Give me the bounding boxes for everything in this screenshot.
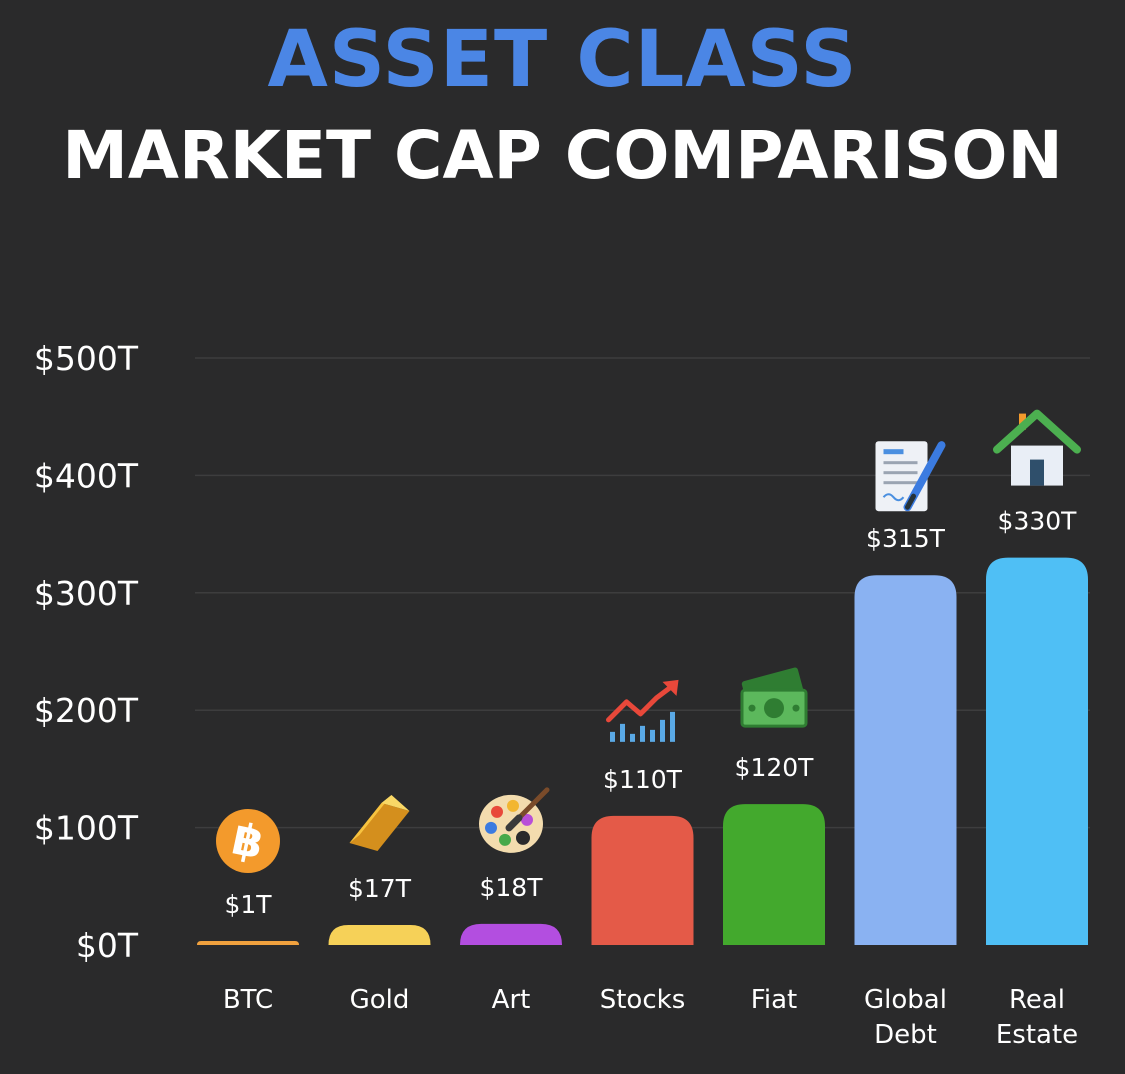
paint-dot [521,813,533,826]
category-label-gold: Gold [350,985,410,1015]
category-label-fiat: Fiat [751,985,797,1015]
stock-chart-arrowhead [662,679,679,696]
stock-chart-bar [650,729,655,742]
paint-palette-icon [479,787,550,853]
bitcoin-icon: ฿ [216,809,280,873]
bitcoin-coin [216,809,280,873]
stock-chart-bar [610,731,615,742]
money-bill-dot [748,704,756,712]
gold-bar-top [349,795,392,844]
money-bill-dot [792,704,800,712]
document-line [883,449,904,455]
y-tick-label: $400T [34,456,139,495]
x-axis-category-labels: BTC Gold Art Stocks Fiat Global Debt Real Estate [223,985,1078,1050]
document-line [883,481,918,485]
y-tick-label: $500T [34,339,139,378]
gold-bar-end [381,795,410,812]
value-label-fiat: $120T [735,753,815,782]
category-icons: ฿ [216,409,1081,873]
document-line [883,461,918,465]
value-label-real-estate: $330T [998,507,1078,536]
category-label-stocks: Stocks [600,985,686,1015]
value-label-art: $18T [480,873,544,902]
category-label-real-estate: Estate [996,1020,1078,1050]
bar-btc [197,941,299,945]
stock-chart-bar [670,711,675,742]
bar-global-debt [854,575,957,945]
brush-tip [505,814,523,832]
gold-bar-icon [349,795,410,852]
money-bill-icon [740,667,808,728]
house-roof [993,409,1081,454]
value-label-global-debt: $315T [866,524,946,553]
bar-stocks [591,815,694,945]
stock-chart-trend [606,683,675,723]
chart-title: ASSET CLASS MARKET CAP COMPARISON [0,14,1125,198]
paint-dot [485,821,497,834]
pen-tip [905,493,916,510]
stock-chart-bar [630,733,635,742]
y-tick-label: $0T [76,926,139,965]
value-label-gold: $17T [348,874,412,903]
bars [197,557,1088,945]
y-axis-tick-labels: $0T $100T $200T $300T $400T $500T [34,339,139,965]
y-tick-label: $200T [34,691,139,730]
palette-hole [516,830,530,845]
category-label-global-debt: Debt [874,1020,937,1050]
paint-dot [499,833,511,846]
stock-chart-icon [606,679,679,742]
bar-art [460,923,562,945]
house-icon [993,409,1081,486]
document-signature [882,493,905,502]
bar-real-estate [986,557,1088,945]
y-tick-label: $300T [34,574,139,613]
y-tick-label: $100T [34,809,139,848]
category-label-art: Art [492,985,531,1015]
paint-dot [507,799,519,812]
category-label-global-debt: Global [864,985,947,1015]
category-label-real-estate: Real [1009,985,1065,1015]
value-label-stocks: $110T [603,765,683,794]
stock-chart-bar [640,725,645,742]
category-label-btc: BTC [223,985,273,1015]
document-line [883,471,918,475]
title-line-market-cap: MARKET CAP COMPARISON [62,117,1063,194]
document-pen-icon [875,441,946,512]
stock-chart-bar [620,723,625,742]
bar-fiat [723,804,825,945]
money-bill-center [764,698,784,719]
paint-dot [491,805,503,818]
value-labels: $1T $17T $18T $110T $120T $315T $330T [224,507,1077,919]
bar-gold [328,925,431,945]
title-line-asset-class: ASSET CLASS [267,15,858,105]
house-door [1030,459,1044,486]
value-label-btc: $1T [224,890,272,919]
stock-chart-bar [660,719,665,742]
gold-bar-side [349,803,410,852]
